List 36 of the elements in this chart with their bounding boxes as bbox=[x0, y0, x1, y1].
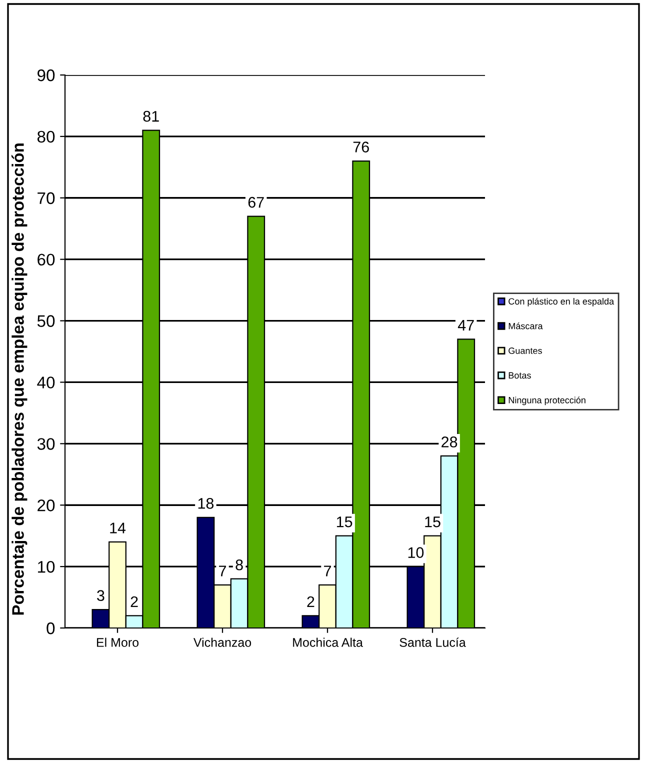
y-tick-label: 20 bbox=[38, 500, 55, 512]
legend-label: Ninguna protección bbox=[508, 396, 586, 406]
data-label: 81 bbox=[143, 110, 159, 122]
y-tick-label: 90 bbox=[38, 69, 55, 82]
legend-label: Con plástico en la espalda bbox=[508, 298, 614, 306]
data-label: 18 bbox=[198, 498, 214, 509]
data-label: 67 bbox=[248, 196, 264, 208]
data-label: 7 bbox=[324, 566, 331, 576]
data-label: 15 bbox=[425, 516, 440, 528]
data-label: 76 bbox=[353, 142, 369, 152]
data-label: 14 bbox=[110, 522, 126, 534]
legend-label: Guantes bbox=[508, 348, 542, 354]
y-tick-label: 10 bbox=[38, 560, 55, 573]
legend-label: Máscara bbox=[508, 322, 543, 330]
x-tick-label: El Moro bbox=[96, 638, 139, 647]
legend-label: Botas bbox=[508, 372, 531, 379]
data-label: 2 bbox=[307, 596, 314, 607]
data-label: 28 bbox=[442, 436, 458, 448]
x-tick-label: Mochica Alta bbox=[293, 638, 363, 647]
data-label: 8 bbox=[236, 559, 243, 570]
x-tick-label: Santa Lucía bbox=[400, 638, 466, 647]
data-label: 15 bbox=[336, 516, 352, 528]
y-tick-label: 40 bbox=[37, 376, 55, 388]
y-tick-label: 0 bbox=[46, 622, 55, 634]
data-label: 3 bbox=[97, 590, 104, 601]
data-label: 7 bbox=[219, 566, 226, 576]
y-tick-label: 80 bbox=[37, 130, 55, 143]
data-label: 47 bbox=[458, 320, 474, 330]
y-tick-label: 50 bbox=[37, 315, 55, 327]
y-tick-label: 60 bbox=[38, 254, 55, 266]
x-tick-label: Vichanzao bbox=[193, 638, 252, 647]
data-label: 10 bbox=[408, 547, 424, 558]
data-label: 2 bbox=[130, 596, 138, 607]
y-axis-title: Porcentaje de pobladores que emplea equipo de protección bbox=[12, 144, 28, 615]
y-tick-label: 30 bbox=[37, 438, 55, 450]
y-tick-label: 70 bbox=[38, 192, 55, 204]
